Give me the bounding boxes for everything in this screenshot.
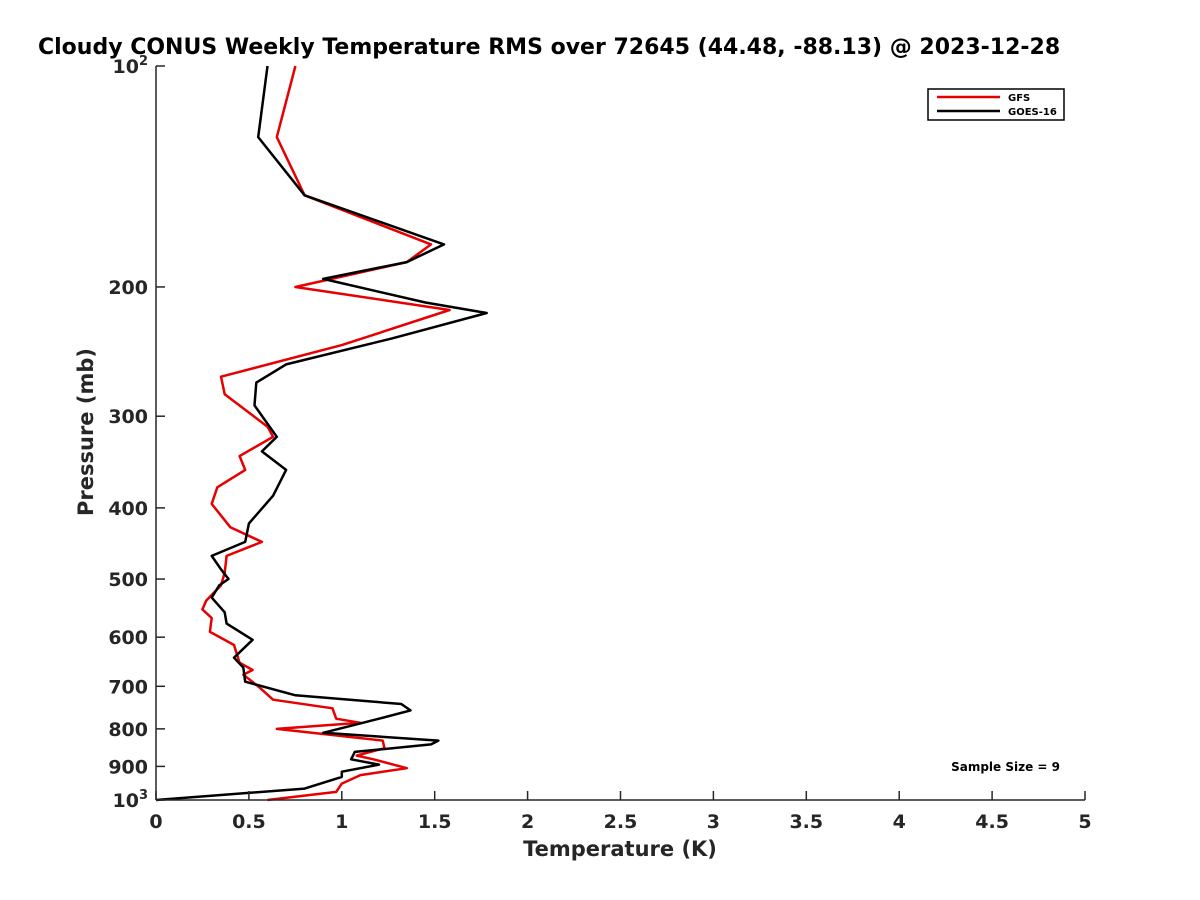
x-tick-label: 2 — [521, 811, 534, 833]
chart-title: Cloudy CONUS Weekly Temperature RMS over… — [38, 35, 1060, 60]
y-tick-label: 200 — [108, 277, 148, 299]
y-tick-label: 900 — [108, 756, 148, 778]
y-tick-label: 600 — [108, 627, 148, 649]
plot-lines — [155, 65, 488, 802]
y-tick-label: 700 — [108, 676, 148, 698]
x-tick-label: 1.5 — [418, 811, 452, 833]
sample-size-annotation: Sample Size = 9 — [951, 760, 1060, 774]
y-tick-label: 500 — [108, 569, 148, 591]
legend-label-goes16: GOES-16 — [1008, 107, 1057, 118]
x-tick-label: 0.5 — [232, 811, 266, 833]
y-tick-label: 103 — [113, 788, 149, 812]
series-line-goes16 — [155, 65, 488, 802]
y-axis-label: Pressure (mb) — [74, 348, 98, 516]
x-tick-label: 3 — [707, 811, 720, 833]
x-tick-label: 1 — [335, 811, 348, 833]
x-tick-label: 4.5 — [975, 811, 1009, 833]
y-axis-ticks: 102 200 300 400 500 600 700 800 900 103 — [108, 54, 165, 812]
y-tick-label: 102 — [113, 54, 149, 78]
x-tick-label: 0 — [149, 811, 162, 833]
legend-label-gfs: GFS — [1008, 93, 1030, 104]
y-tick-label: 800 — [108, 719, 148, 741]
x-tick-label: 3.5 — [789, 811, 823, 833]
x-axis-ticks: 0 0.5 1 1.5 2 2.5 3 3.5 4 4.5 5 — [149, 791, 1092, 833]
legend: GFS GOES-16 — [927, 88, 1065, 121]
x-axis-label: Temperature (K) — [523, 837, 717, 861]
y-tick-label: 400 — [108, 498, 148, 520]
legend-box — [927, 88, 1065, 121]
x-tick-label: 2.5 — [604, 811, 638, 833]
x-tick-label: 5 — [1078, 811, 1091, 833]
x-tick-label: 4 — [893, 811, 906, 833]
y-tick-label: 300 — [108, 406, 148, 428]
series-line-gfs — [201, 65, 451, 802]
